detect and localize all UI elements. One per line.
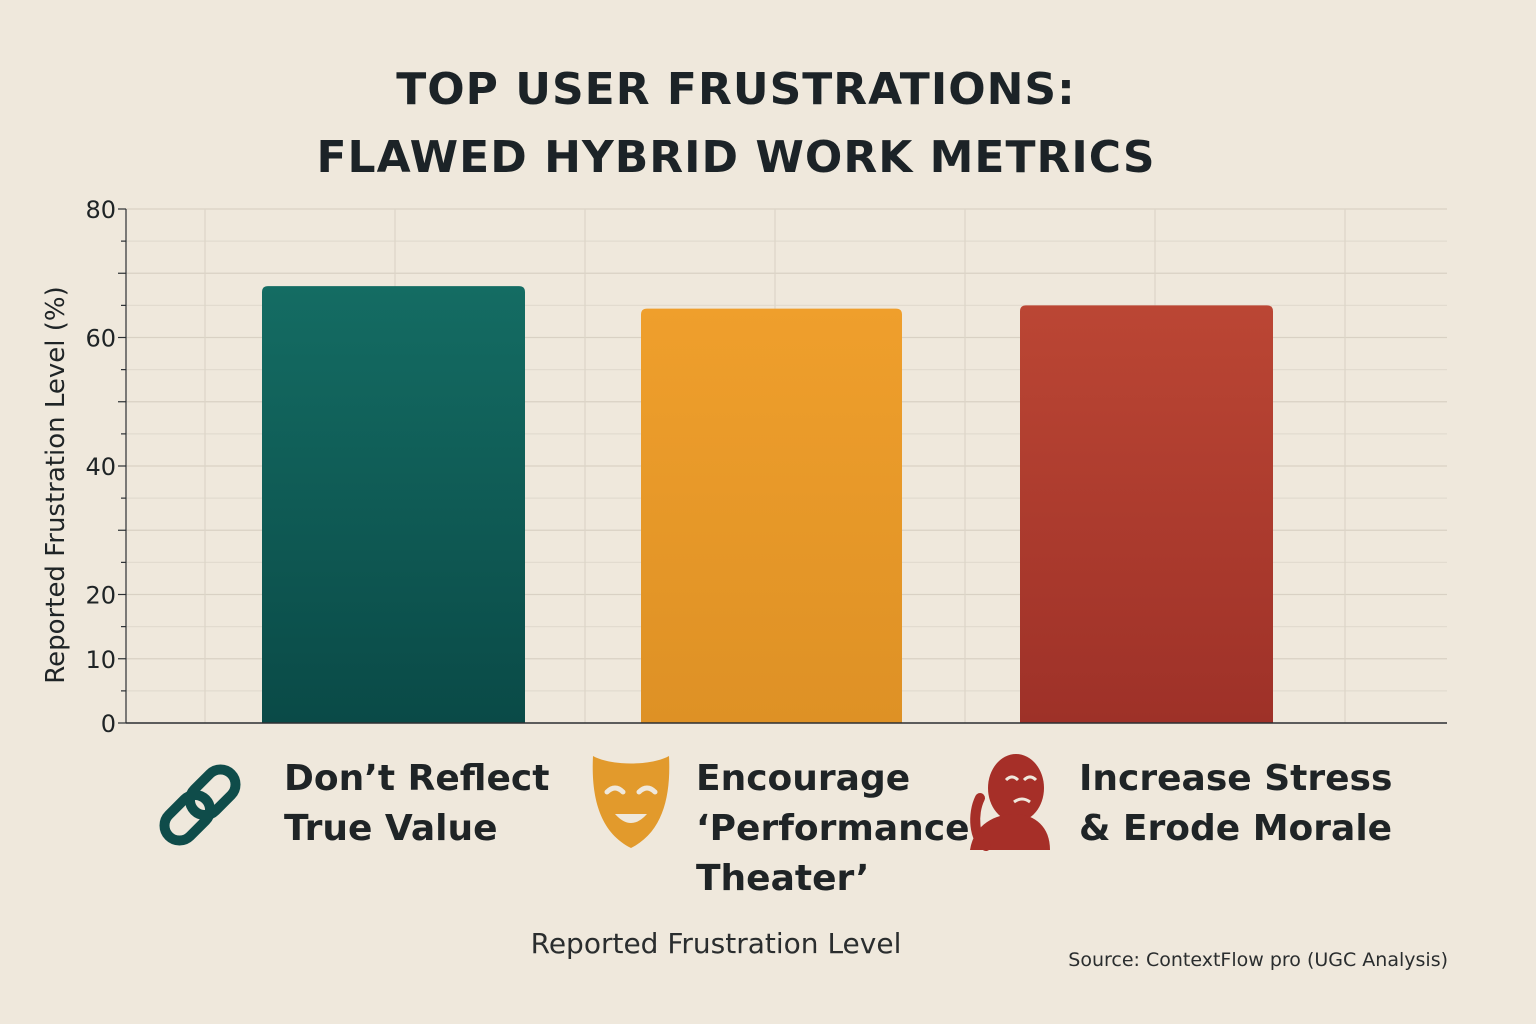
category-label-line: Increase Stress — [1079, 758, 1392, 799]
theater-mask-icon — [592, 756, 670, 848]
bar-3 — [1020, 305, 1273, 723]
bars — [262, 286, 1273, 723]
source-note: Source: ContextFlow pro (UGC Analysis) — [1068, 949, 1448, 971]
x-axis-label: Reported Frustration Level — [531, 927, 902, 960]
y-axis-label: Reported Frustration Level (%) — [41, 286, 71, 684]
bar-2 — [641, 308, 902, 723]
category-label-line: & Erode Morale — [1079, 808, 1392, 849]
category-label-encourage-performance-theater: Encourage ‘Performance Theater’ — [696, 758, 970, 899]
category-label-line: Don’t Reflect — [284, 758, 549, 799]
y-tick-label-80: 80 — [85, 196, 116, 224]
y-tick-label-0: 0 — [101, 710, 116, 738]
category-label-dont-reflect-true-value: Don’t Reflect True Value — [284, 758, 549, 849]
bar-1 — [262, 286, 525, 723]
y-tick-label-10: 10 — [85, 646, 116, 674]
y-tick-label-60: 60 — [85, 325, 116, 353]
chart-title-line-2: FLAWED HYBRID WORK METRICS — [316, 132, 1155, 183]
chart-title-line-1: TOP USER FRUSTRATIONS: — [396, 64, 1075, 115]
chain-link-icon — [159, 764, 241, 846]
y-axis-ticks: 0 10 20 40 60 80 — [85, 196, 127, 738]
y-tick-label-20: 20 — [85, 582, 116, 610]
stressed-person-icon — [970, 754, 1050, 851]
category-labels: Don’t Reflect True Value Encourage ‘Perfor… — [159, 754, 1392, 899]
category-label-line: ‘Performance — [696, 808, 970, 849]
category-label-line: True Value — [284, 808, 498, 849]
category-label-line: Encourage — [696, 758, 910, 799]
category-label-increase-stress-erode-morale: Increase Stress & Erode Morale — [1079, 758, 1392, 849]
category-label-line: Theater’ — [696, 858, 869, 899]
y-tick-label-40: 40 — [85, 453, 116, 481]
